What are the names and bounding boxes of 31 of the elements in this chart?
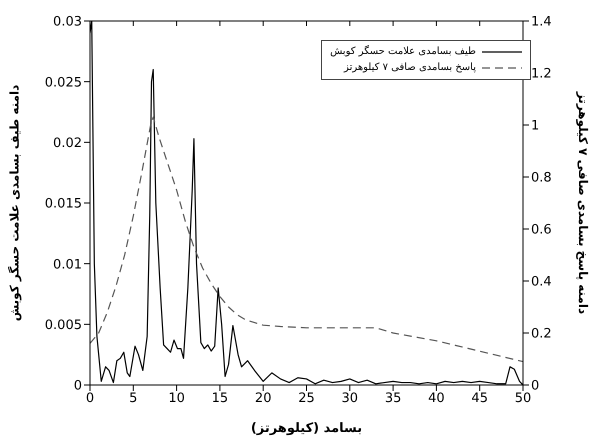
x-tick-label: 35 bbox=[384, 391, 402, 406]
y-tick-label: 0.03 bbox=[53, 14, 82, 30]
x-axis-title: بسامد (کیلوهرتز) bbox=[250, 421, 362, 436]
y2-tick-label: 0 bbox=[531, 378, 540, 394]
y-tick-label: 0 bbox=[74, 378, 82, 394]
x-tick-label: 50 bbox=[514, 391, 532, 406]
y-tick-label: 0.025 bbox=[44, 75, 82, 90]
y-tick-label: 0.01 bbox=[53, 257, 82, 272]
y2-tick-label: 1.4 bbox=[531, 14, 552, 30]
line-series bbox=[90, 116, 523, 362]
x-tick-label: 30 bbox=[342, 391, 358, 406]
y2-tick-label: 0.6 bbox=[531, 222, 552, 238]
x-tick-label: 10 bbox=[168, 391, 185, 406]
y-tick-label: 0.02 bbox=[53, 136, 82, 151]
y2-tick-label: 0.8 bbox=[531, 170, 552, 186]
y2-tick-label: 1 bbox=[531, 118, 540, 134]
legend-label: طیف بسامدی علامت حسگر کوبش bbox=[330, 44, 476, 59]
y2-tick-label: 0.4 bbox=[531, 274, 552, 290]
x-tick-label: 0 bbox=[86, 391, 94, 406]
x-tick-label: 5 bbox=[129, 391, 138, 406]
x-tick-label: 25 bbox=[298, 391, 315, 406]
y2-tick-label: 1.2 bbox=[531, 66, 552, 82]
legend-label: پاسخ بسامدی صافی ۷ کیلوهرتز bbox=[344, 61, 476, 75]
x-tick-label: 20 bbox=[254, 391, 272, 406]
x-tick-label: 45 bbox=[471, 391, 488, 406]
y-tick-label: 0.005 bbox=[44, 318, 82, 333]
y2-axis-title: دامنه پاسخ بسامدی صافی ۷ کیلوهرتز bbox=[576, 90, 590, 314]
y-tick-label: 0.015 bbox=[44, 196, 82, 212]
x-tick-label: 15 bbox=[212, 391, 228, 406]
x-tick-label: 40 bbox=[428, 391, 445, 406]
y2-tick-label: 0.2 bbox=[531, 326, 552, 342]
